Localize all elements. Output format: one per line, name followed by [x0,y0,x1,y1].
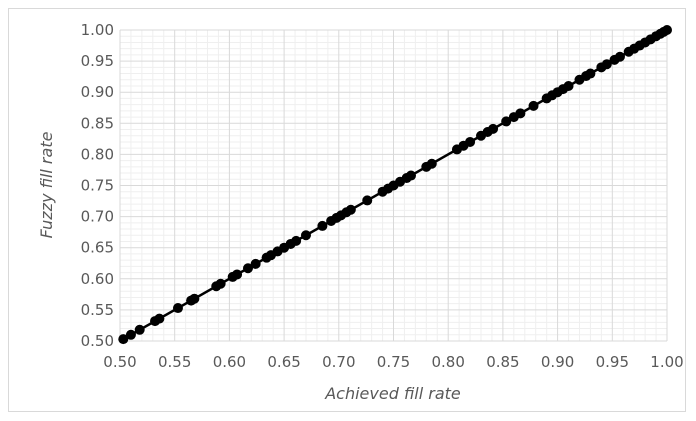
x-axis-title: Achieved fill rate [324,384,461,403]
data-point [528,100,539,111]
data-point [317,220,328,231]
x-tick-label: 0.75 [377,353,410,371]
x-tick-label: 1.00 [650,353,683,371]
x-tick-label: 0.65 [267,353,300,371]
data-point [662,25,672,35]
x-tick-label: 0.50 [103,353,136,371]
data-point [515,108,526,119]
data-point [465,136,476,147]
data-point [563,80,574,91]
data-point [406,170,417,181]
data-point [172,303,183,314]
x-tick-label: 0.70 [322,353,355,371]
y-axis-title: Fuzzy fill rate [37,131,56,238]
y-tick-label: 0.85 [81,114,114,132]
y-tick-label: 0.55 [81,301,114,319]
data-point [362,195,373,206]
major-gridlines [119,29,668,342]
y-tick-label: 0.95 [81,52,114,70]
data-point [134,324,145,335]
x-tick-label: 0.90 [541,353,574,371]
y-tick-labels: 0.50 0.55 0.60 0.65 0.70 0.75 0.80 0.85 0.90 0.95… [81,21,114,350]
y-tick-label: 0.75 [81,177,114,195]
data-point [291,235,302,246]
data-point [189,293,200,304]
y-tick-label: 0.80 [81,145,114,163]
data-points [118,25,672,345]
data-point [488,123,499,134]
y-tick-label: 0.50 [81,332,114,350]
y-tick-label: 0.90 [81,83,114,101]
data-point [614,51,625,62]
data-point [300,230,311,241]
x-tick-label: 0.80 [431,353,464,371]
data-point [250,258,261,269]
data-point [215,278,226,289]
x-tick-labels: 0.50 0.55 0.60 0.65 0.70 0.75 0.80 0.85 0.90 0.95… [103,353,683,371]
x-tick-label: 0.95 [596,353,629,371]
y-tick-label: 0.60 [81,270,114,288]
data-point [242,263,253,274]
y-tick-label: 0.70 [81,208,114,226]
data-point [154,313,165,324]
x-tick-label: 0.55 [158,353,191,371]
data-point [232,269,243,280]
x-tick-label: 0.60 [213,353,246,371]
data-point [585,68,596,79]
y-tick-label: 0.65 [81,239,114,257]
data-point [601,59,612,70]
data-point [118,334,129,345]
y-tick-label: 1.00 [81,21,114,39]
data-point [345,204,356,215]
x-tick-label: 0.85 [486,353,519,371]
data-point [426,158,437,169]
data-point [125,329,136,340]
data-point [501,116,512,127]
